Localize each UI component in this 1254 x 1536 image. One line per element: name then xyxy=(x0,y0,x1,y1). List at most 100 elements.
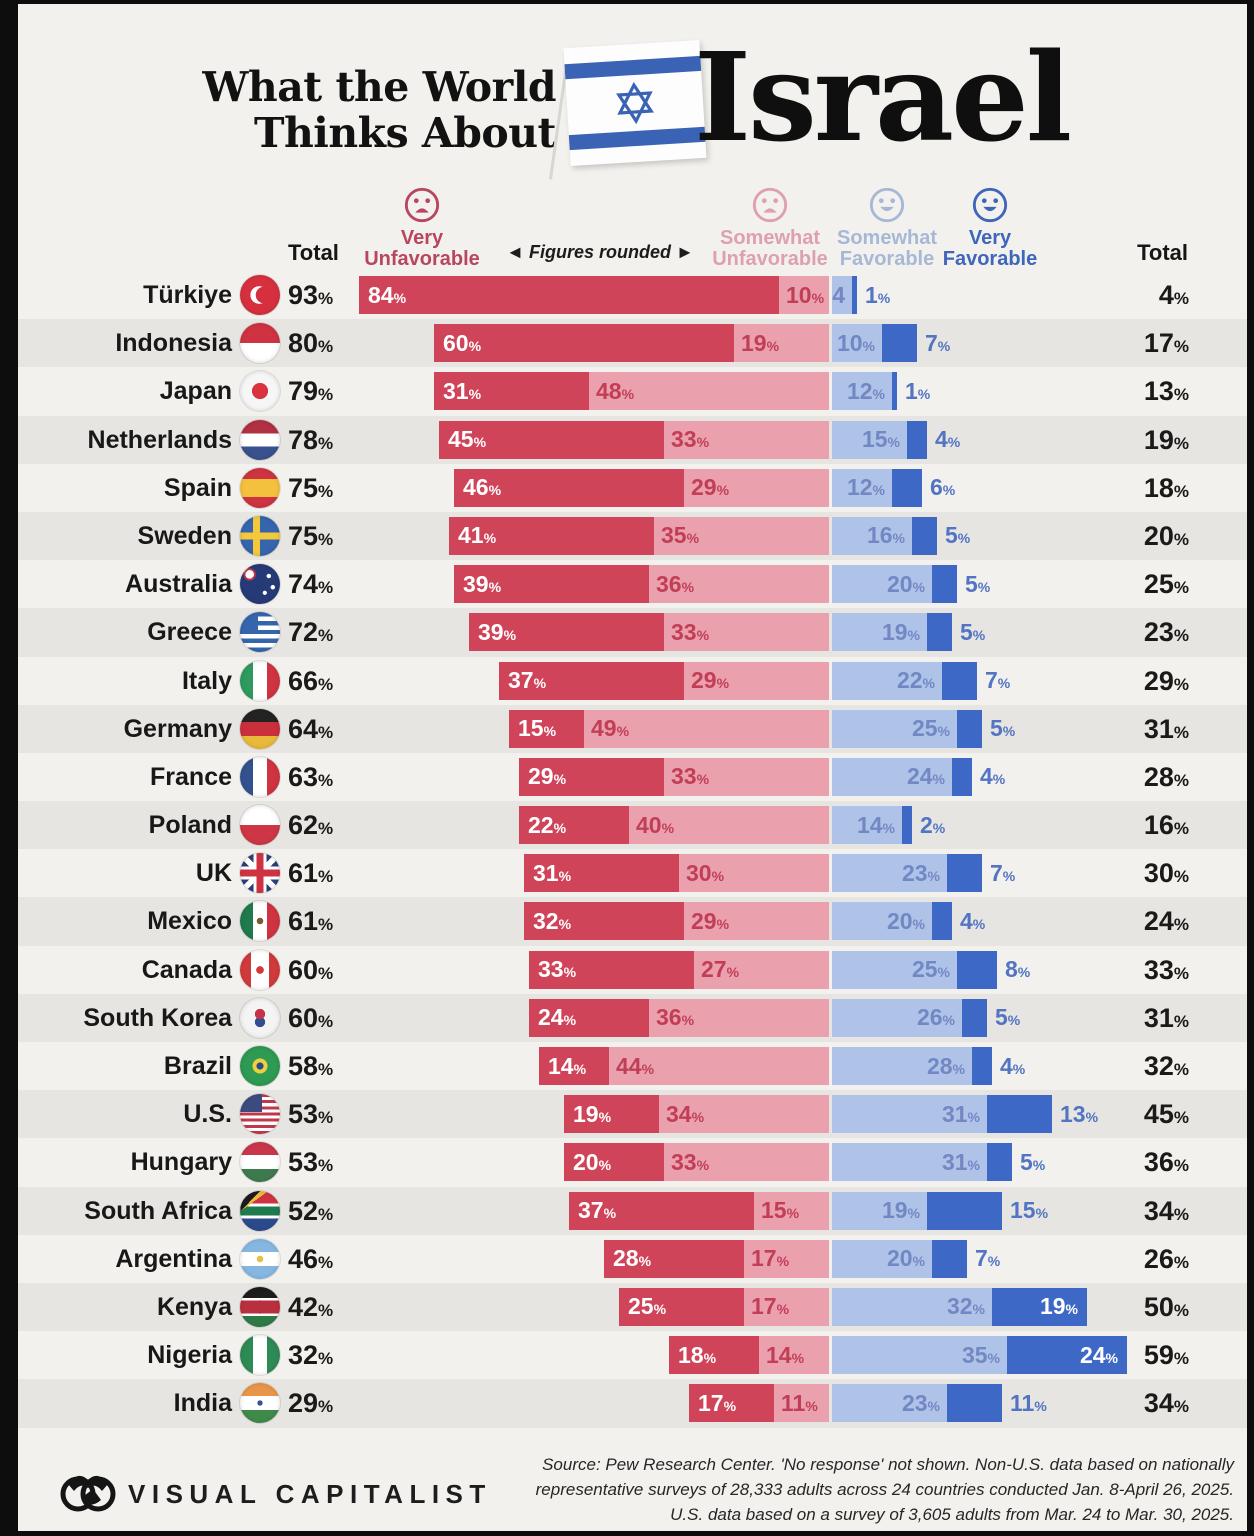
somewhat-favorable-value: 25% xyxy=(911,715,950,742)
favorable-bar-group: 12% 1% xyxy=(832,372,930,411)
country-flag-icon xyxy=(240,275,280,315)
total-favorable-value: 23% xyxy=(1143,617,1189,648)
source-line-2: representative surveys of 28,333 adults … xyxy=(535,1480,1234,1499)
very-favorable-bar xyxy=(912,516,937,555)
very-unfavorable-bar: 60% xyxy=(434,324,734,363)
favorable-bar-group: 25% 8% xyxy=(832,950,1031,989)
somewhat-favorable-bar: 12% xyxy=(832,372,892,411)
very-unfavorable-bar: 39% xyxy=(469,613,664,652)
very-unfavorable-value: 37% xyxy=(508,667,547,693)
chart-row: Canada 60% 33% 27% 25% 8% 33% xyxy=(18,946,1247,994)
total-unfavorable-value: 29% xyxy=(288,1388,334,1419)
unfavorable-bar-group: 14% 44% xyxy=(539,1047,829,1085)
somewhat-unfavorable-bar: 15% xyxy=(754,1191,829,1230)
total-favorable-value: 13% xyxy=(1143,376,1189,407)
unfavorable-bar-group: 39% 36% xyxy=(454,565,829,604)
unfavorable-bar-group: 37% 29% xyxy=(499,661,829,700)
very-favorable-value-outside: 5% xyxy=(960,618,986,645)
very-unfavorable-bar: 14% xyxy=(539,1047,609,1085)
total-unfavorable-value: 63% xyxy=(288,761,334,792)
very-favorable-value-outside: 11% xyxy=(1010,1389,1047,1416)
somewhat-favorable-value: 16% xyxy=(866,522,905,549)
chart-row: Kenya 42% 25% 17% 32% 19% 50% xyxy=(18,1282,1247,1332)
chart-row: Italy 66% 37% 29% 22% 7% 29% xyxy=(18,657,1247,705)
somewhat-unfavorable-bar: 27% xyxy=(694,950,829,989)
chart-row: Germany 64% 15% 49% 25% 5% 31% xyxy=(18,704,1247,753)
legend-item: Very Favorable xyxy=(915,186,1065,270)
unfavorable-bar-group: 31% 30% xyxy=(524,854,829,893)
very-favorable-bar xyxy=(987,1143,1012,1182)
chart-row: France 63% 29% 33% 24% 4% 28% xyxy=(18,753,1247,801)
source-note: Source: Pew Research Center. 'No respons… xyxy=(514,1452,1234,1527)
country-flag-icon xyxy=(240,612,280,653)
somewhat-unfavorable-bar: 36% xyxy=(649,565,829,604)
total-favorable-value: 36% xyxy=(1143,1147,1189,1178)
very-favorable-value-outside: 4% xyxy=(1000,1052,1026,1079)
total-favorable-value: 24% xyxy=(1143,906,1189,937)
very-unfavorable-bar: 24% xyxy=(529,998,649,1037)
somewhat-favorable-value: 31% xyxy=(941,1100,980,1127)
country-label: South Korea xyxy=(83,1003,232,1032)
favorable-bar-group: 26% 5% xyxy=(832,998,1020,1037)
somewhat-favorable-value: 14% xyxy=(856,811,895,838)
somewhat-unfavorable-bar: 14% xyxy=(759,1336,829,1375)
very-favorable-bar xyxy=(972,1047,992,1085)
somewhat-favorable-bar: 14% xyxy=(832,806,902,845)
somewhat-favorable-bar: 22% xyxy=(832,661,942,700)
somewhat-unfavorable-bar: 40% xyxy=(629,806,829,845)
somewhat-favorable-bar: 16% xyxy=(832,516,912,555)
somewhat-unfavorable-value: 11% xyxy=(781,1389,818,1416)
very-favorable-bar xyxy=(892,468,922,507)
somewhat-favorable-value: 20% xyxy=(886,907,925,934)
title-word-israel: Israel xyxy=(694,25,1072,169)
country-label: Spain xyxy=(163,473,232,502)
somewhat-favorable-value: 28% xyxy=(926,1052,965,1079)
country-label: U.S. xyxy=(183,1100,232,1129)
country-label: Japan xyxy=(159,377,232,406)
very-unfavorable-value: 32% xyxy=(533,907,572,934)
chart-rows: Türkiye 93% 84% 10% 4 1% 4% Indonesia 80… xyxy=(18,271,1247,1428)
very-unfavorable-bar: 28% xyxy=(604,1239,744,1278)
country-label: Italy xyxy=(181,666,232,695)
total-favorable-value: 59% xyxy=(1143,1340,1189,1371)
chart-row: Hungary 53% 20% 33% 31% 5% 36% xyxy=(18,1138,1247,1186)
total-header-right: Total xyxy=(1137,240,1188,265)
somewhat-unfavorable-value: 19% xyxy=(741,329,780,356)
very-favorable-bar xyxy=(947,854,982,893)
total-favorable-value: 19% xyxy=(1143,424,1189,455)
star-of-david-icon xyxy=(616,81,654,125)
somewhat-unfavorable-value: 29% xyxy=(691,907,730,934)
somewhat-favorable-value: 32% xyxy=(946,1293,985,1320)
favorable-bar-group: 32% 19% xyxy=(832,1287,1087,1326)
somewhat-favorable-value: 23% xyxy=(901,1389,940,1416)
smiley-face-icon xyxy=(972,187,1008,223)
total-unfavorable-value: 72% xyxy=(288,617,334,648)
total-unfavorable-value: 32% xyxy=(288,1340,334,1371)
unfavorable-bar-group: 41% 35% xyxy=(449,516,829,555)
total-unfavorable-value: 80% xyxy=(288,328,334,359)
very-favorable-value-outside: 8% xyxy=(1005,956,1031,983)
total-unfavorable-value: 75% xyxy=(288,472,334,503)
chart-row: Sweden 75% 41% 35% 16% 5% 20% xyxy=(18,511,1247,561)
somewhat-favorable-bar: 23% xyxy=(832,854,947,893)
total-unfavorable-value: 60% xyxy=(288,1002,334,1033)
unfavorable-bar-group: 19% 34% xyxy=(564,1095,829,1134)
favorable-bar-group: 16% 5% xyxy=(832,516,970,555)
legend-label: Very Favorable xyxy=(942,227,1038,270)
very-unfavorable-bar: 25% xyxy=(619,1287,744,1326)
favorable-bar-group: 22% 7% xyxy=(832,661,1010,700)
chart-row: Argentina 46% 28% 17% 20% 7% 26% xyxy=(18,1235,1247,1283)
very-favorable-bar xyxy=(957,950,997,989)
very-favorable-bar xyxy=(942,661,977,700)
very-favorable-value-outside: 5% xyxy=(1020,1148,1046,1175)
unfavorable-bar-group: 20% 33% xyxy=(564,1143,829,1182)
country-flag-icon xyxy=(240,901,280,942)
very-unfavorable-value: 24% xyxy=(538,1004,577,1031)
very-unfavorable-bar: 19% xyxy=(564,1095,659,1134)
chart-row: Japan 79% 31% 48% 12% 1% 13% xyxy=(18,367,1247,415)
legend-label: Somewhat Unfavorable xyxy=(712,227,828,270)
total-favorable-value: 45% xyxy=(1143,1099,1189,1130)
somewhat-favorable-bar: 31% xyxy=(832,1095,987,1134)
favorable-bar-group: 12% 6% xyxy=(832,468,955,507)
somewhat-favorable-value: 20% xyxy=(886,570,925,597)
